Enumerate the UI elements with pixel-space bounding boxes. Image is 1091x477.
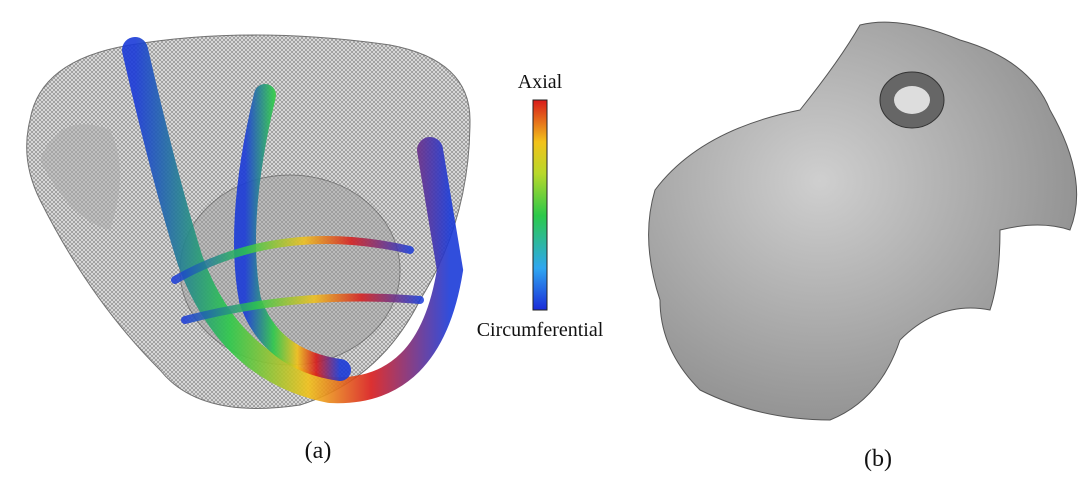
colorbar: [533, 100, 547, 310]
surface-model: [649, 22, 1077, 420]
panel-label: (a): [305, 438, 332, 464]
panel-label: (b): [864, 446, 892, 472]
colorbar-bottom-label: Circumferential: [477, 319, 604, 341]
colorbar-top-label: Axial: [518, 71, 563, 93]
figure: Axial Circumferential (a) (b): [0, 0, 1091, 472]
